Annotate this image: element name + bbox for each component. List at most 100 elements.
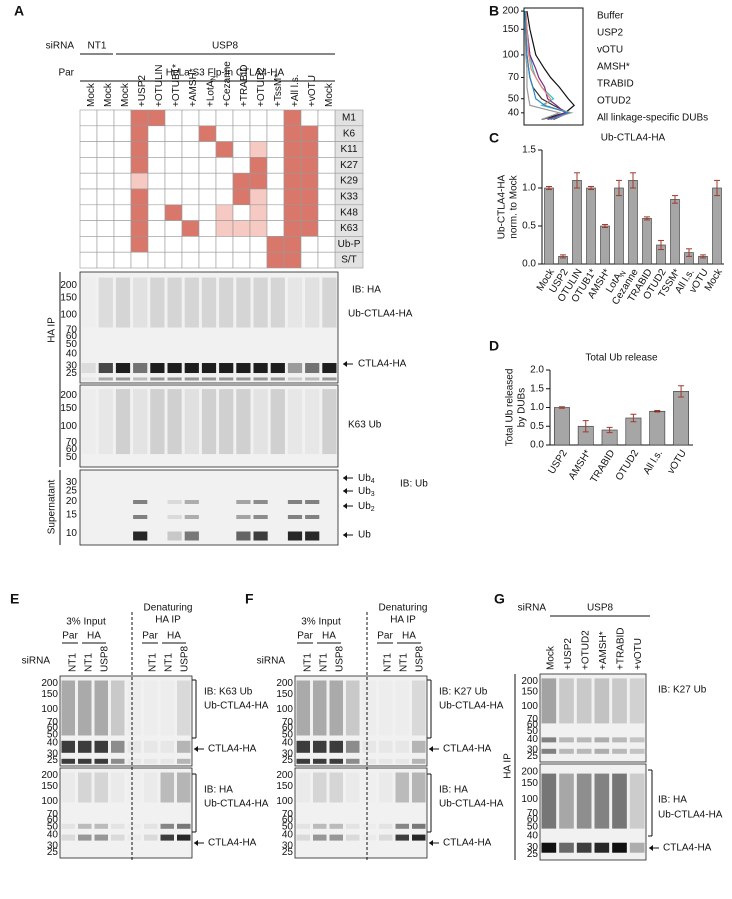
error-bar bbox=[582, 420, 589, 433]
blot-band bbox=[322, 377, 337, 381]
blot-band bbox=[128, 835, 142, 841]
header-label: siRNA bbox=[46, 41, 75, 52]
blot-band bbox=[395, 834, 409, 841]
column-label: +OTULIN bbox=[154, 64, 165, 107]
blot-band bbox=[559, 737, 574, 743]
matrix-cell bbox=[181, 125, 200, 142]
blot bbox=[59, 767, 193, 859]
blot-band bbox=[329, 740, 343, 753]
y-tick-label: 200 bbox=[502, 6, 519, 17]
blot-band bbox=[322, 389, 337, 455]
blot-band bbox=[253, 389, 268, 455]
mw-marker: 50 bbox=[47, 729, 59, 740]
mw-marker: 150 bbox=[41, 689, 58, 700]
blot-band bbox=[150, 389, 165, 455]
blot-band bbox=[629, 842, 645, 853]
matrix-cell bbox=[232, 125, 251, 142]
matrix-cell bbox=[317, 172, 336, 190]
mw-marker: 70 bbox=[66, 437, 78, 448]
blot-band bbox=[559, 773, 574, 829]
blot-label: CTLA4-HA bbox=[663, 843, 712, 854]
blot-band bbox=[629, 678, 645, 724]
matrix-cell bbox=[283, 172, 302, 190]
legend-entry: Buffer bbox=[597, 11, 624, 22]
bar bbox=[673, 391, 690, 446]
x-tick-label: All l.s. bbox=[642, 448, 665, 476]
blot-band bbox=[144, 773, 158, 803]
blot-band bbox=[82, 389, 96, 454]
matrix-cell bbox=[96, 204, 115, 221]
row-label: K27 bbox=[340, 160, 358, 171]
matrix-cell bbox=[300, 109, 319, 127]
matrix-cell bbox=[164, 236, 183, 253]
matrix-cell bbox=[164, 188, 183, 206]
blot-band bbox=[133, 377, 148, 381]
blot-band bbox=[576, 773, 592, 829]
blot-band bbox=[236, 500, 251, 504]
blot-band bbox=[160, 758, 174, 764]
blot-band bbox=[296, 823, 310, 829]
matrix-cell bbox=[79, 141, 98, 158]
label-part: +LotA bbox=[205, 80, 216, 107]
column-label: +vOTU bbox=[307, 75, 318, 107]
group-label: USP8 bbox=[587, 603, 614, 614]
matrix-cell bbox=[79, 109, 98, 127]
matrix-cell bbox=[181, 188, 200, 206]
mw-marker: 150 bbox=[276, 689, 293, 700]
blot-band bbox=[184, 363, 199, 374]
matrix-cell bbox=[249, 109, 268, 127]
blot-band bbox=[219, 363, 234, 374]
mw-marker: 200 bbox=[276, 770, 293, 781]
mw-marker: 25 bbox=[47, 755, 59, 766]
mw-marker: 60 bbox=[47, 723, 59, 734]
header-label: Denaturing bbox=[379, 603, 428, 614]
bar bbox=[614, 187, 624, 265]
mw-marker: 40 bbox=[47, 830, 59, 841]
blot-band bbox=[219, 277, 234, 328]
blot-band bbox=[395, 772, 409, 803]
matrix-cell bbox=[232, 172, 251, 190]
label-part: Ub bbox=[358, 473, 371, 484]
matrix-cell bbox=[283, 157, 302, 174]
mw-marker: 100 bbox=[60, 309, 77, 320]
blot-band bbox=[305, 531, 320, 541]
label-sub: N bbox=[211, 76, 218, 81]
row-label: K33 bbox=[340, 192, 358, 203]
blot-band bbox=[395, 758, 409, 764]
blot-band bbox=[612, 842, 627, 853]
blot-band bbox=[236, 363, 251, 374]
y-axis-label: norm. to Mock bbox=[509, 174, 520, 238]
blot-band bbox=[287, 363, 303, 374]
matrix-cell bbox=[300, 141, 319, 158]
label-sub: 4 bbox=[371, 478, 375, 485]
matrix-cell bbox=[164, 141, 183, 158]
mw-marker: 50 bbox=[66, 339, 78, 350]
mw-marker: 200 bbox=[521, 766, 538, 777]
blot-band bbox=[98, 389, 113, 455]
lane-label: NT1 bbox=[68, 653, 79, 672]
bar bbox=[642, 218, 652, 265]
legend-entry: OTUD2 bbox=[597, 96, 631, 107]
matrix-cell bbox=[198, 220, 217, 237]
blot-band bbox=[184, 277, 199, 328]
blot-band bbox=[81, 377, 96, 381]
mw-marker: 20 bbox=[66, 496, 78, 507]
label-sub: 2 bbox=[371, 506, 375, 513]
lane-label: +TRABID bbox=[616, 627, 627, 670]
blot-label: Ub3 bbox=[358, 486, 375, 499]
side-label: HA IP bbox=[47, 317, 58, 343]
matrix-cell bbox=[113, 172, 132, 190]
matrix-cell bbox=[249, 220, 268, 237]
mw-marker: 25 bbox=[527, 849, 539, 860]
blot-band bbox=[115, 377, 131, 381]
mw-marker: 40 bbox=[282, 830, 294, 841]
matrix-cell bbox=[283, 188, 302, 206]
blot-band bbox=[82, 278, 96, 328]
mw-marker: 200 bbox=[41, 770, 58, 781]
matrix-cell bbox=[232, 188, 251, 206]
lane-label: +vOTU bbox=[633, 638, 644, 670]
blot-band bbox=[144, 681, 158, 736]
arrow-head bbox=[343, 475, 347, 481]
blot-band bbox=[167, 389, 182, 455]
